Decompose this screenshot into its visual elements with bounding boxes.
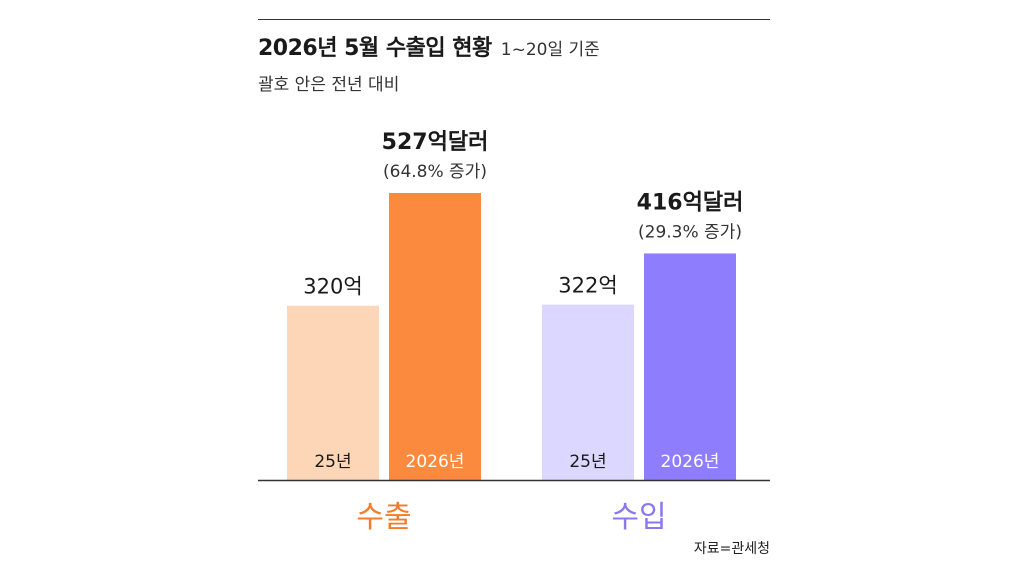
- bar-value-label: 320억: [303, 275, 362, 299]
- source-note: 자료=관세청: [693, 541, 770, 557]
- bar-year-label: 25년: [314, 452, 351, 472]
- bar-year-label: 25년: [569, 452, 606, 472]
- bar-수입-25년: [542, 304, 634, 480]
- bar-수출-25년: [287, 305, 379, 480]
- bar-year-label: 2026년: [406, 452, 465, 472]
- title-note: 1~20일 기준: [500, 40, 600, 60]
- bar-수출-2026년: [389, 193, 481, 480]
- bar-수입-2026년: [644, 253, 736, 480]
- category-label: 수출: [356, 500, 411, 535]
- category-label: 수입: [611, 500, 666, 535]
- bar-value-label: 416억달러: [637, 190, 744, 215]
- title-row: 2026년 5월 수출입 현황 1~20일 기준: [258, 30, 600, 62]
- chart-subtitle: 괄호 안은 전년 대비: [258, 75, 400, 95]
- bar-value-label: 527억달러: [382, 130, 489, 155]
- bar-change-label: (29.3% 증가): [638, 222, 742, 242]
- top-rule: [258, 19, 770, 20]
- chart-title: 2026년 5월 수출입 현황: [258, 36, 492, 61]
- bar-value-label: 322억: [558, 274, 617, 298]
- bar-year-label: 2026년: [661, 452, 720, 472]
- bar-change-label: (64.8% 증가): [383, 162, 487, 182]
